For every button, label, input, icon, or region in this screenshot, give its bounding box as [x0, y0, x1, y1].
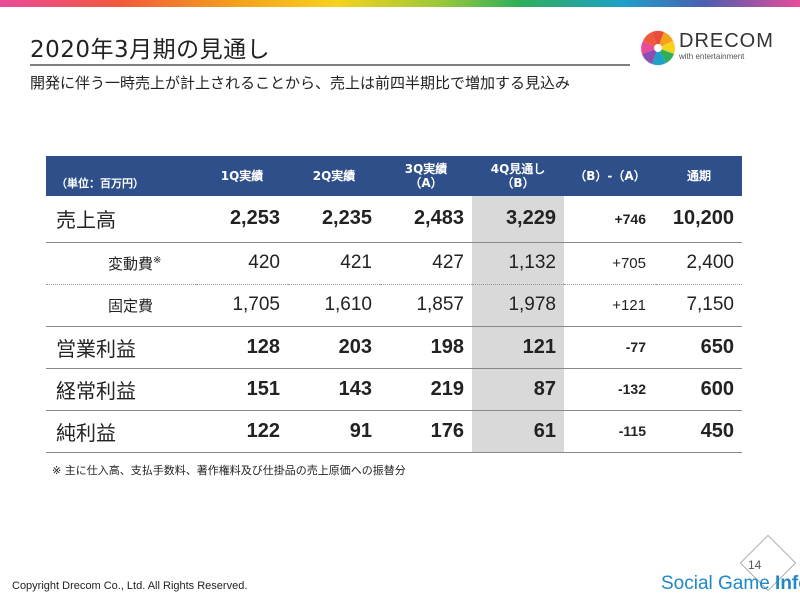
- cell-2q: 2,235: [321, 207, 372, 230]
- row-label: 売上高: [56, 208, 116, 233]
- row-label: 固定費: [46, 283, 196, 326]
- table-header-row: （単位：百万円） 1Q実績 2Q実績 3Q実績 （A） 4Q見通し （B） （B…: [46, 156, 742, 196]
- cell-4q: 87: [472, 367, 564, 410]
- title-divider: [30, 64, 630, 66]
- page-subtitle: 開発に伴う一時売上が計上されることから、売上は前四半期比で増加する見込み: [30, 74, 571, 92]
- cell-4q: 121: [472, 325, 564, 368]
- cell-3q: 427: [380, 241, 472, 284]
- cell-1q: 2,253: [229, 207, 280, 230]
- column-header-2q: 2Q実績: [288, 156, 380, 196]
- cell-full-year: 7,150: [656, 283, 742, 326]
- column-header-full-year: 通期: [656, 156, 742, 196]
- cell-2q: 1,610: [288, 283, 380, 326]
- cell-full-year: 650: [656, 325, 742, 368]
- table-row: 変動費※ 420 421 427 1,132 +705 2,400: [46, 241, 742, 284]
- page-title: 2020年3月期の見通し: [30, 37, 271, 63]
- cell-diff: +705: [564, 241, 656, 284]
- cell-3q: 176: [380, 409, 472, 453]
- footnote-mark: ※: [153, 254, 162, 266]
- logo-tagline: with entertainment: [679, 52, 745, 61]
- social-game-info-watermark: Social Game Info: [661, 573, 800, 594]
- cell-full-year: 2,400: [656, 241, 742, 284]
- column-header-3q: 3Q実績 （A）: [380, 156, 472, 196]
- cell-full-year: 10,200: [672, 207, 734, 230]
- unit-label: （単位：百万円）: [46, 156, 196, 196]
- cell-diff: -77: [564, 325, 656, 368]
- column-header-1q: 1Q実績: [196, 156, 288, 196]
- cell-1q: 151: [196, 367, 288, 410]
- table-row: 営業利益 128 203 198 121 -77 650: [46, 325, 742, 368]
- column-header-4q: 4Q見通し （B）: [472, 156, 564, 196]
- row-label: 純利益: [46, 409, 196, 453]
- table-row: 売上高 2,253 2,235 2,483 3,229 +746 10,200: [46, 196, 742, 242]
- cell-full-year: 600: [656, 367, 742, 410]
- table-row: 経常利益 151 143 219 87 -132 600: [46, 367, 742, 410]
- cell-1q: 128: [196, 325, 288, 368]
- cell-4q: 61: [472, 409, 564, 453]
- cell-diff: +746: [614, 210, 646, 227]
- cell-full-year: 450: [656, 409, 742, 453]
- cell-2q: 91: [288, 409, 380, 453]
- cell-diff: -115: [564, 409, 656, 453]
- cell-diff: +121: [564, 283, 656, 326]
- row-label: 変動費※: [46, 241, 196, 284]
- cell-4q: 3,229: [472, 196, 564, 242]
- table-row: 純利益 122 91 176 61 -115 450: [46, 409, 742, 453]
- cell-3q: 219: [380, 367, 472, 410]
- cell-diff: -132: [564, 367, 656, 410]
- cell-2q: 203: [288, 325, 380, 368]
- cell-4q: 1,132: [472, 241, 564, 284]
- drecom-logo-icon: [640, 30, 676, 66]
- footnote: ※ 主に仕入高、支払手数料、著作権料及び仕掛品の売上原価への振替分: [52, 464, 406, 477]
- logo-wordmark: DRECOM: [679, 30, 774, 52]
- table-row: 固定費 1,705 1,610 1,857 1,978 +121 7,150: [46, 283, 742, 326]
- row-label: 営業利益: [46, 325, 196, 368]
- cell-1q: 1,705: [196, 283, 288, 326]
- cell-2q: 421: [288, 241, 380, 284]
- column-header-diff: （B）-（A）: [564, 156, 656, 196]
- cell-4q: 1,978: [472, 283, 564, 326]
- earnings-forecast-table: （単位：百万円） 1Q実績 2Q実績 3Q実績 （A） 4Q見通し （B） （B…: [46, 156, 742, 453]
- page-number: 14: [748, 558, 762, 572]
- cell-2q: 143: [288, 367, 380, 410]
- row-label: 経常利益: [46, 367, 196, 410]
- copyright-text: Copyright Drecom Co., Ltd. All Rights Re…: [12, 580, 248, 592]
- cell-1q: 420: [196, 241, 288, 284]
- cell-3q: 1,857: [380, 283, 472, 326]
- cell-3q: 2,483: [413, 207, 464, 230]
- cell-3q: 198: [380, 325, 472, 368]
- rainbow-top-bar: [0, 0, 800, 7]
- cell-1q: 122: [196, 409, 288, 453]
